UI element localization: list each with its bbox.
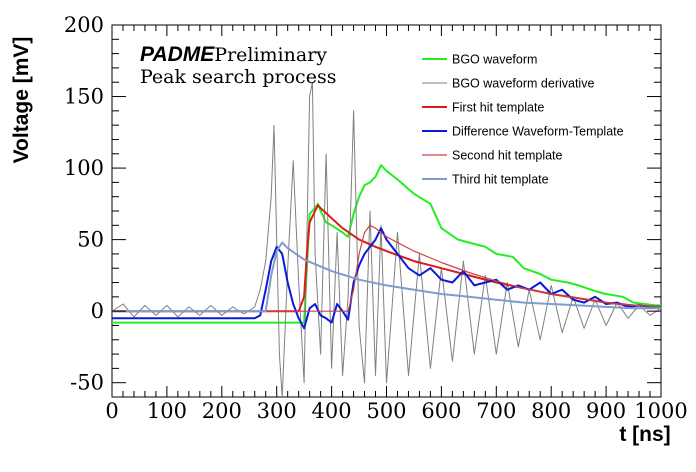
x-tick-label: 500: [366, 399, 406, 423]
x-tick-label: 100: [147, 399, 187, 423]
series-line-bgo-waveform-derivative: [112, 81, 661, 397]
y-tick-label: -50: [70, 371, 104, 395]
x-tick-label: 600: [421, 399, 461, 423]
series-layer: [112, 81, 661, 397]
y-tick-label: 150: [64, 85, 104, 109]
x-tick-label: 200: [202, 399, 242, 423]
x-tick-label: 1000: [634, 399, 687, 423]
x-tick-label: 0: [105, 399, 118, 423]
x-tick-label: 800: [531, 399, 571, 423]
x-tick-label: 900: [586, 399, 626, 423]
legend-label-bgo-waveform: BGO waveform: [452, 53, 537, 67]
y-tick-label: 50: [77, 228, 104, 252]
y-axis-title: Voltage [mV]: [10, 37, 33, 164]
legend-label-bgo-waveform-derivative: BGO waveform derivative: [452, 77, 594, 91]
x-tick-label: 700: [476, 399, 516, 423]
status-label: Preliminary: [214, 44, 327, 66]
y-tick-label: 0: [91, 299, 104, 323]
y-tick-label: 100: [64, 156, 104, 180]
axes-layer: 0 100 200 300 400 500 600 700 800 900 1000-5005010…: [64, 13, 688, 423]
legend-label-second-hit-template: Second hit template: [452, 149, 563, 163]
series-line-third-hit-template: [112, 241, 661, 313]
brand-annotation: PADMEPreliminary: [140, 43, 327, 66]
x-tick-label: 400: [312, 399, 352, 423]
series-line-second-hit-template: [112, 224, 661, 312]
brand-label: PADME: [140, 43, 215, 66]
x-axis-title: t [ns]: [619, 423, 670, 446]
legend: BGO waveform BGO waveform derivative First…: [422, 53, 624, 187]
subtitle-annotation: Peak search process: [140, 66, 336, 88]
legend-label-first-hit-template: First hit template: [452, 101, 544, 115]
x-tick-label: 300: [257, 399, 297, 423]
y-tick-label: 200: [64, 13, 104, 37]
legend-label-difference-waveform-template: Difference Waveform-Template: [452, 125, 624, 139]
legend-label-third-hit-template: Third hit template: [452, 173, 549, 187]
